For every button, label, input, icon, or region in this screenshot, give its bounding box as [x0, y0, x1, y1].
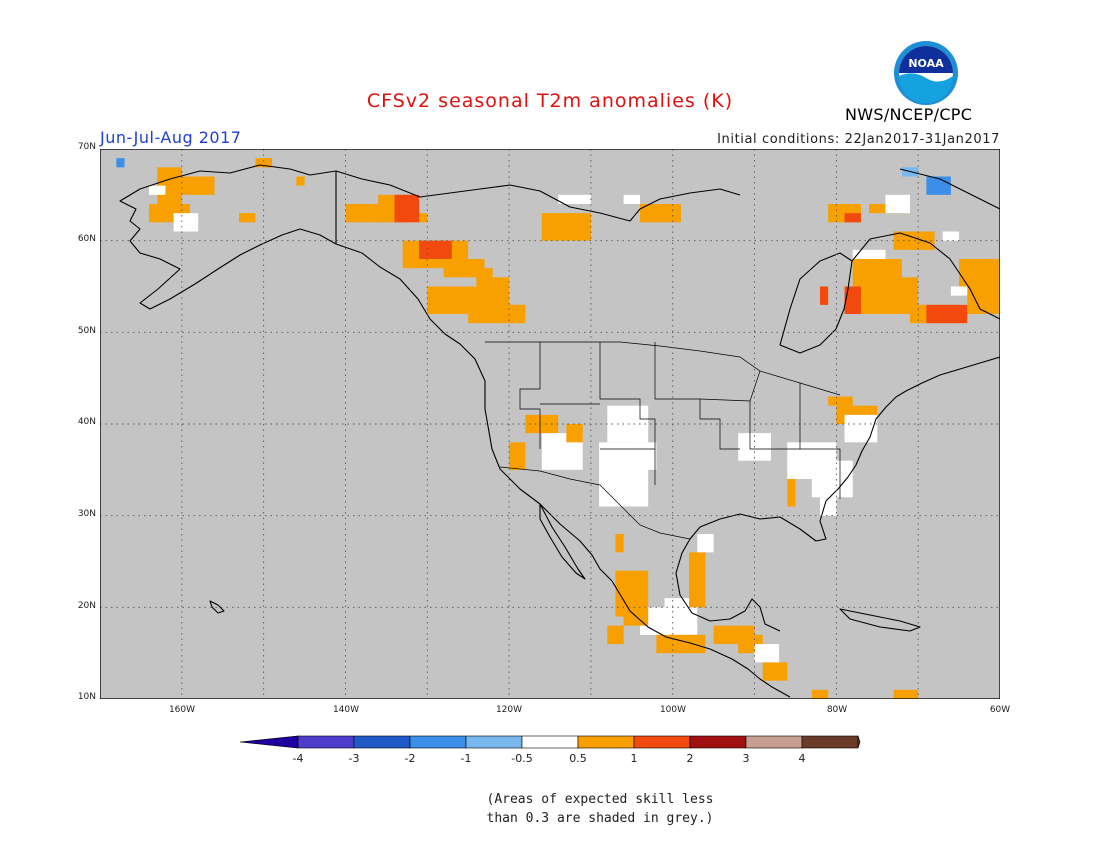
color-bar-right-arrow — [858, 736, 860, 748]
color-bar-segment — [298, 736, 354, 748]
anomaly-cell — [951, 287, 967, 296]
anomaly-cell — [542, 213, 591, 241]
lon-label-120w: 120W — [489, 705, 529, 715]
legend-label: -3 — [334, 752, 374, 765]
anomaly-cell — [509, 305, 525, 323]
color-bar-segment — [410, 736, 466, 748]
anomaly-cell — [967, 287, 1000, 315]
color-bar-segment — [522, 736, 578, 748]
svg-text:NOAA: NOAA — [908, 57, 944, 70]
color-bar-segment — [690, 736, 746, 748]
lat-label-60n: 60N — [56, 234, 96, 244]
forecast-period: Jun-Jul-Aug 2017 — [100, 128, 241, 147]
legend-label: -1 — [446, 752, 486, 765]
agency-label: NWS/NCEP/CPC — [845, 105, 972, 124]
anomaly-cell — [787, 479, 795, 507]
anomaly-cell — [239, 213, 255, 222]
anomaly-cell — [566, 424, 582, 442]
anomaly-cell — [174, 213, 199, 231]
lon-label-80w: 80W — [817, 705, 857, 715]
legend-label: -2 — [390, 752, 430, 765]
color-bar — [238, 734, 862, 750]
anomaly-cell — [845, 213, 861, 222]
lon-label-100w: 100W — [653, 705, 693, 715]
anomaly-cell — [763, 662, 788, 680]
anomaly-cell — [624, 195, 640, 204]
anomaly-cell — [656, 635, 705, 653]
skill-note-line-1: (Areas of expected skill less — [440, 792, 760, 807]
lat-label-70n: 70N — [56, 142, 96, 152]
legend-label: -0.5 — [502, 752, 542, 765]
legend-label: 1 — [614, 752, 654, 765]
lat-label-10n: 10N — [56, 692, 96, 702]
lat-label-30n: 30N — [56, 509, 96, 519]
anomaly-cell — [558, 195, 591, 204]
anomaly-cell — [419, 213, 427, 222]
anomaly-cell — [296, 177, 304, 186]
lon-label-60w: 60W — [980, 705, 1020, 715]
anomaly-cell — [615, 534, 623, 552]
anomaly-cell — [116, 158, 124, 167]
anomaly-cell — [812, 690, 828, 699]
anomaly-cell — [419, 241, 452, 259]
color-bar-left-arrow — [240, 736, 298, 748]
anomaly-cell — [509, 442, 525, 470]
legend-label: 2 — [670, 752, 710, 765]
skill-note-line-2: than 0.3 are shaded in grey.) — [440, 811, 760, 826]
legend-label: 0.5 — [558, 752, 598, 765]
color-bar-segment — [802, 736, 858, 748]
lat-label-20n: 20N — [56, 601, 96, 611]
anomaly-cell — [926, 305, 967, 323]
anomaly-cell — [395, 195, 420, 223]
anomaly-cell — [885, 195, 910, 213]
lat-label-40n: 40N — [56, 417, 96, 427]
legend-label: 3 — [726, 752, 766, 765]
color-bar-segment — [578, 736, 634, 748]
color-bar-segment — [466, 736, 522, 748]
anomaly-cell — [182, 177, 215, 195]
anomaly-cell — [149, 186, 165, 195]
legend-label: 4 — [782, 752, 822, 765]
anomaly-cell — [640, 204, 681, 222]
lon-label-140w: 140W — [326, 705, 366, 715]
color-bar-segment — [634, 736, 690, 748]
anomaly-map: 70N 60N 50N 40N 30N 20N 10N 160W 140W 12… — [100, 149, 1000, 699]
noaa-logo-icon: NOAA — [893, 40, 959, 106]
anomaly-cell — [607, 626, 623, 644]
legend-label: -4 — [278, 752, 318, 765]
anomaly-cell — [820, 287, 828, 305]
anomaly-cell — [845, 287, 861, 315]
anomaly-cell — [632, 442, 657, 470]
anomaly-cell — [157, 167, 182, 204]
color-bar-segment — [354, 736, 410, 748]
anomaly-cell — [755, 644, 780, 662]
lat-label-50n: 50N — [56, 326, 96, 336]
anomaly-cell — [607, 406, 648, 443]
anomaly-cell — [697, 534, 713, 552]
anomaly-cell — [476, 268, 492, 286]
initial-conditions: Initial conditions: 22Jan2017-31Jan2017 — [717, 132, 1000, 147]
map-canvas — [100, 149, 1000, 699]
lon-label-160w: 160W — [162, 705, 202, 715]
anomaly-cell — [926, 177, 951, 195]
anomaly-cell — [894, 690, 919, 699]
anomaly-cell — [943, 232, 959, 241]
color-bar-segment — [746, 736, 802, 748]
anomaly-cell — [828, 397, 853, 406]
anomaly-cell — [689, 552, 705, 607]
